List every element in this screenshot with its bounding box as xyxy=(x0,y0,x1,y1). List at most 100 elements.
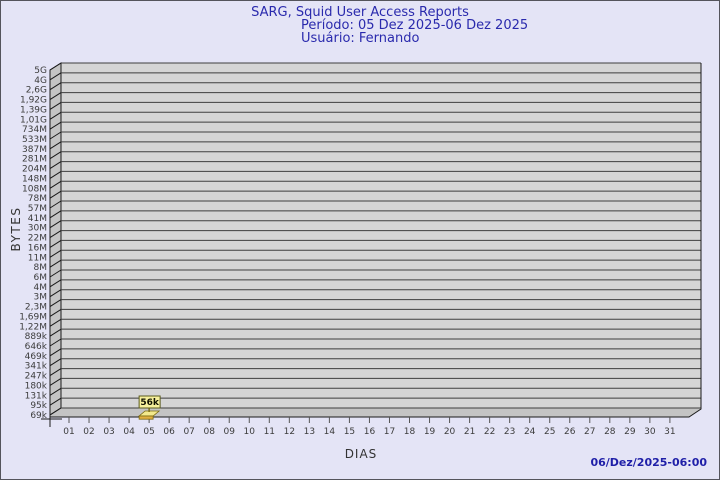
x-tick-label: 05 xyxy=(143,427,154,437)
y-tick-label: 247k xyxy=(25,372,48,382)
y-tick xyxy=(49,121,62,130)
report-title: SARG, Squid User Access Reports xyxy=(251,5,469,20)
y-tick-label: 4G xyxy=(34,76,47,86)
y-tick-label: 8M xyxy=(34,263,48,273)
y-tick xyxy=(49,259,62,268)
y-tick xyxy=(49,161,62,169)
y-tick-label: 1,39G xyxy=(20,105,47,115)
x-tick-label: 31 xyxy=(664,427,675,437)
y-tick-label: 533M xyxy=(22,135,47,145)
y-tick xyxy=(49,358,62,367)
y-tick-label: 469k xyxy=(25,352,48,362)
y-tick-label: 41M xyxy=(28,214,47,224)
y-tick xyxy=(49,200,62,209)
y-tick-label: 16M xyxy=(28,243,47,253)
y-tick xyxy=(49,180,62,189)
y-tick-label: 108M xyxy=(22,184,47,194)
y-tick xyxy=(49,92,62,100)
y-tick xyxy=(49,111,62,120)
y-tick-label: 5G xyxy=(34,66,47,76)
y-tick xyxy=(49,368,62,376)
y-tick xyxy=(49,338,62,347)
plot-area xyxy=(61,63,701,408)
y-tick xyxy=(49,141,62,150)
y-tick xyxy=(49,299,62,307)
y-tick-label: 889k xyxy=(25,332,48,342)
y-tick xyxy=(49,407,62,416)
value-flag xyxy=(138,395,161,409)
x-tick-label: 17 xyxy=(384,427,395,437)
y-tick xyxy=(49,151,62,160)
y-tick-label: 180k xyxy=(25,381,48,391)
y-tick-label: 2,3M xyxy=(25,303,47,313)
y-axis-title: BYTES xyxy=(9,206,23,252)
y-tick xyxy=(49,210,62,219)
y-tick-label: 3M xyxy=(34,293,48,303)
y-tick xyxy=(49,240,62,248)
x-tick-label: 10 xyxy=(244,427,256,437)
y-tick xyxy=(49,190,62,199)
y-tick-label: 148M xyxy=(22,174,47,184)
y-tick-label: 95k xyxy=(30,401,47,411)
x-tick-label: 06 xyxy=(163,427,175,437)
x-tick-label: 02 xyxy=(83,427,94,437)
y-tick xyxy=(49,102,62,110)
y-tick-label: 11M xyxy=(28,253,47,263)
x-tick-label: 29 xyxy=(624,427,636,437)
data-bar-front xyxy=(138,415,154,420)
y-tick-label: 1,92G xyxy=(20,96,47,106)
x-tick-label: 26 xyxy=(564,427,576,437)
x-tick-label: 25 xyxy=(544,427,555,437)
x-tick-label: 01 xyxy=(63,427,74,437)
y-tick xyxy=(49,289,62,298)
y-tick-label: 734M xyxy=(22,125,47,135)
y-tick-label: 341k xyxy=(25,362,48,372)
x-tick-label: 24 xyxy=(524,427,536,437)
x-tick-label: 15 xyxy=(344,427,355,437)
value-flag-label: 56k xyxy=(140,398,160,408)
y-tick-label: 646k xyxy=(25,342,48,352)
y-tick xyxy=(49,72,62,81)
y-tick xyxy=(49,328,62,337)
y-tick xyxy=(49,249,62,258)
x-tick-label: 08 xyxy=(203,427,215,437)
y-tick-label: 4M xyxy=(34,283,48,293)
y-tick-label: 387M xyxy=(22,145,47,155)
x-tick-label: 07 xyxy=(183,427,194,437)
x-tick-label: 27 xyxy=(584,427,595,437)
x-tick-label: 19 xyxy=(424,427,436,437)
y-tick xyxy=(49,318,62,327)
x-tick-label: 12 xyxy=(284,427,295,437)
x-tick-label: 11 xyxy=(264,427,275,437)
x-tick-label: 03 xyxy=(103,427,114,437)
y-tick-label: 131k xyxy=(25,391,48,401)
y-tick xyxy=(49,279,62,288)
x-tick-label: 16 xyxy=(364,427,376,437)
x-tick-label: 14 xyxy=(324,427,336,437)
y-tick xyxy=(49,230,62,238)
y-tick-label: 1,22M xyxy=(19,322,47,332)
y-tick xyxy=(49,220,62,229)
x-axis-title: DIAS xyxy=(344,447,378,461)
y-tick xyxy=(49,171,62,179)
x-tick-label: 13 xyxy=(304,427,315,437)
y-tick xyxy=(49,269,62,278)
y-tick-label: 78M xyxy=(28,194,47,204)
y-tick xyxy=(49,348,62,357)
y-tick xyxy=(49,62,62,71)
y-tick-label: 30M xyxy=(28,224,47,234)
x-tick-label: 04 xyxy=(123,427,135,437)
y-tick-label: 1,69M xyxy=(19,312,47,322)
generation-timestamp: 06/Dez/2025-06:00 xyxy=(590,456,707,469)
x-tick-label: 21 xyxy=(464,427,475,437)
y-tick-label: 22M xyxy=(28,234,47,244)
y-tick-label: 57M xyxy=(28,204,47,214)
y-tick xyxy=(49,387,62,396)
x-tick-label: 23 xyxy=(504,427,515,437)
x-tick-label: 22 xyxy=(484,427,495,437)
report-period: Período: 05 Dez 2025-06 Dez 2025 xyxy=(301,18,529,33)
y-tick-label: 69k xyxy=(30,411,47,421)
y-tick-label: 2,6G xyxy=(26,86,47,96)
y-tick xyxy=(49,131,62,140)
